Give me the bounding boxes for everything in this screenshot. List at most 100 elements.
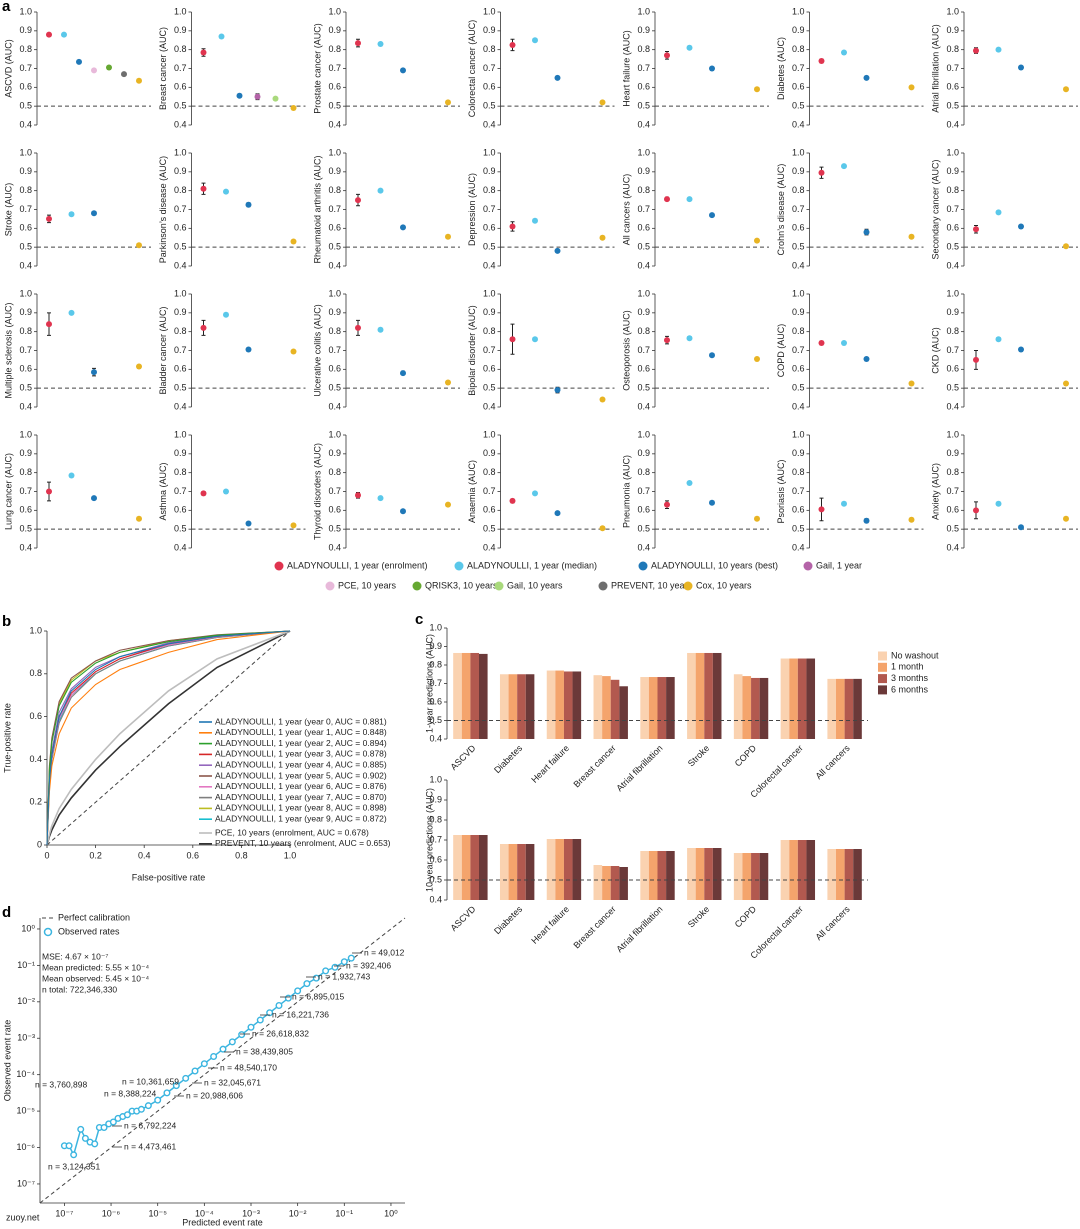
point bbox=[818, 169, 825, 176]
bar bbox=[780, 658, 790, 739]
point bbox=[664, 52, 670, 59]
point bbox=[136, 515, 142, 522]
y-tick-label: 0.6 bbox=[174, 364, 187, 374]
observed-point bbox=[331, 963, 339, 971]
x-tick-label: ASCVD bbox=[448, 904, 477, 933]
y-tick-label: 0.9 bbox=[328, 307, 341, 317]
y-tick-label: 0.6 bbox=[792, 82, 805, 92]
y-tick-label: 0.5 bbox=[946, 101, 959, 111]
y-axis-label: Rheumatoid arthritis (AUC) bbox=[312, 155, 322, 263]
y-tick-label: 0.9 bbox=[946, 166, 959, 176]
observed-point bbox=[77, 1125, 85, 1133]
y-tick-label: 0.7 bbox=[637, 486, 650, 496]
y-tick-label: 0.7 bbox=[792, 63, 805, 73]
roc-curve bbox=[46, 630, 291, 846]
legend-swatch bbox=[878, 685, 887, 695]
y-tick-label: 0.4 bbox=[946, 119, 959, 129]
point bbox=[91, 369, 97, 376]
y-axis-label: ASCVD (AUC) bbox=[3, 39, 13, 98]
point bbox=[863, 355, 870, 362]
y-axis-label: Ulcerative colitis (AUC) bbox=[312, 304, 322, 397]
calibration-line bbox=[39, 917, 406, 1204]
y-tick-label: 1.0 bbox=[946, 147, 959, 157]
bar bbox=[695, 652, 705, 739]
y-tick-label: 0.7 bbox=[483, 63, 496, 73]
y-tick-label: 1.0 bbox=[792, 6, 805, 16]
y-tick-label: 0.8 bbox=[637, 185, 650, 195]
y-tick-label: 0.6 bbox=[29, 711, 42, 721]
y-axis-label: Stroke (AUC) bbox=[3, 183, 13, 237]
legend-label: PREVENT, 10 years bbox=[611, 580, 693, 590]
point bbox=[995, 336, 1002, 343]
observed-point bbox=[303, 980, 311, 988]
y-tick-label: 0.8 bbox=[328, 467, 341, 477]
y-tick-label: 0.4 bbox=[19, 542, 32, 552]
y-tick-label: 0.7 bbox=[174, 345, 187, 355]
roc-curve bbox=[46, 630, 291, 846]
y-tick-label: 0.7 bbox=[792, 345, 805, 355]
y-tick-label: 0.9 bbox=[792, 166, 805, 176]
bar bbox=[453, 835, 462, 900]
y-tick-label: 0.7 bbox=[429, 834, 442, 844]
y-tick-label: 0.6 bbox=[429, 854, 442, 864]
point bbox=[554, 510, 561, 517]
panel-label: d bbox=[2, 904, 11, 921]
legend-marker bbox=[274, 561, 284, 571]
legend-label: PREVENT, 10 years (enrolment, AUC = 0.65… bbox=[215, 838, 391, 848]
legend-label: ALADYNOULLI, 1 year (median) bbox=[467, 560, 597, 570]
observed-point bbox=[228, 1038, 236, 1046]
observed-point bbox=[275, 1001, 283, 1009]
y-tick-label: 0.9 bbox=[174, 25, 187, 35]
point bbox=[355, 40, 361, 47]
point bbox=[973, 356, 979, 363]
point bbox=[709, 352, 715, 359]
y-tick-label: 0.8 bbox=[483, 44, 496, 54]
y-axis-label: Pneumonia (AUC) bbox=[621, 455, 631, 528]
y-tick-label: 1.0 bbox=[328, 429, 341, 439]
legend-label: ALADYNOULLI, 1 year (year 5, AUC = 0.902… bbox=[215, 770, 387, 780]
bar bbox=[555, 670, 564, 739]
x-tick-label: 0.6 bbox=[187, 850, 200, 860]
point bbox=[290, 522, 297, 529]
y-tick-label: 0.5 bbox=[19, 101, 32, 111]
y-tick-label: 1.0 bbox=[637, 288, 650, 298]
y-tick-label: 0.7 bbox=[429, 678, 442, 688]
y-tick-label: 0.5 bbox=[19, 383, 32, 393]
y-tick-label: 0.5 bbox=[174, 383, 187, 393]
bar bbox=[610, 679, 620, 739]
observed-point bbox=[154, 1096, 162, 1104]
y-tick-label: 0.5 bbox=[174, 524, 187, 534]
x-tick-label: 0.2 bbox=[89, 850, 102, 860]
y-tick-label: 0.4 bbox=[328, 260, 341, 270]
point bbox=[973, 507, 979, 514]
point bbox=[61, 31, 67, 38]
point bbox=[355, 197, 361, 204]
y-tick-label: 10⁻⁷ bbox=[17, 1178, 35, 1188]
y-tick-label: 1.0 bbox=[174, 429, 187, 439]
observed-point bbox=[137, 1105, 145, 1113]
y-tick-label: 0.4 bbox=[946, 401, 959, 411]
bar bbox=[657, 677, 667, 739]
annotation: n = 49,012 bbox=[364, 947, 405, 957]
point bbox=[818, 506, 825, 513]
y-tick-label: 0.7 bbox=[328, 486, 341, 496]
y-axis-label: Thyroid disorders (AUC) bbox=[312, 443, 322, 540]
y-axis-label: All cancers (AUC) bbox=[621, 174, 631, 246]
y-tick-label: 0.4 bbox=[19, 119, 32, 129]
y-tick-label: 0.5 bbox=[429, 715, 442, 725]
legend-label: ALADYNOULLI, 10 years (best) bbox=[651, 560, 778, 570]
y-axis-label: Heart failure (AUC) bbox=[621, 30, 631, 107]
point bbox=[377, 495, 384, 502]
point bbox=[686, 44, 693, 51]
bar bbox=[806, 658, 816, 739]
point bbox=[200, 324, 207, 331]
bar bbox=[525, 674, 535, 739]
y-tick-label: 0.6 bbox=[483, 364, 496, 374]
y-axis-label: Diabetes (AUC) bbox=[776, 37, 786, 100]
annotation: n = 10,361,659 bbox=[122, 1076, 179, 1086]
annotation: n = 6,895,015 bbox=[292, 991, 345, 1001]
y-tick-label: 0.6 bbox=[174, 223, 187, 233]
point bbox=[995, 500, 1002, 507]
bar bbox=[640, 677, 649, 739]
point bbox=[1063, 243, 1069, 250]
